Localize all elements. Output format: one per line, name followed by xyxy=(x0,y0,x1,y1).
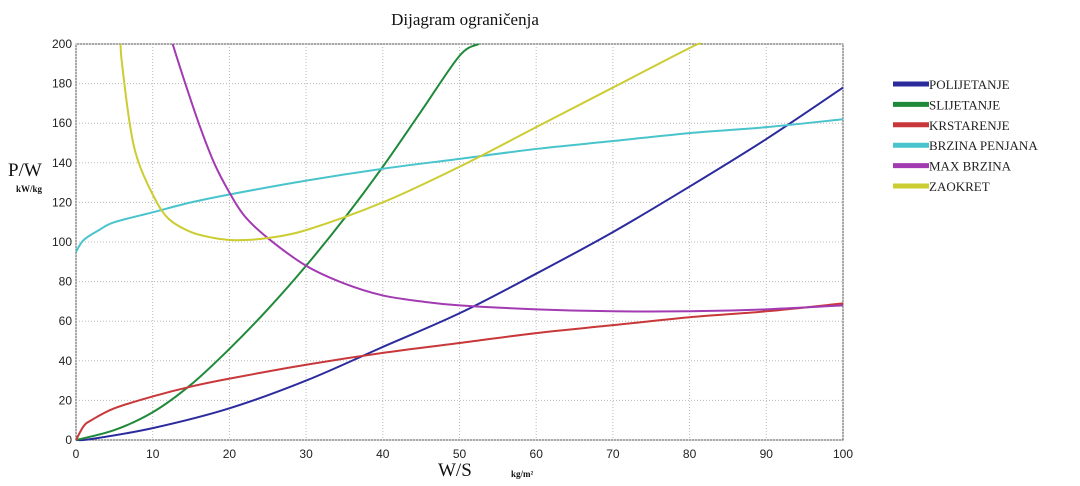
series-line-slijetanje xyxy=(75,43,480,441)
y-tick-label: 120 xyxy=(52,195,72,209)
legend-label: BRZINA PENJANA xyxy=(929,138,1038,153)
y-tick-label: 160 xyxy=(52,116,72,130)
x-tick-label: 90 xyxy=(760,447,774,461)
y-tick-label: 60 xyxy=(59,314,73,328)
chart-title: Dijagram ograničenja xyxy=(391,10,539,29)
x-axis-unit: kg/m² xyxy=(511,469,534,479)
series-line-max-brzina xyxy=(171,43,844,313)
legend-label: ZAOKRET xyxy=(929,179,990,194)
y-tick-label: 80 xyxy=(59,275,73,289)
legend: POLIJETANJE SLIJETANJE KRSTARENJE BRZINA PE… xyxy=(893,77,1038,194)
x-tick-label: 0 xyxy=(73,447,80,461)
legend-label: POLIJETANJE xyxy=(929,77,1010,92)
tick-labels: 0 10 20 30 40 50 60 70 80 90 100 0 20 40 60 80 100 120 140… xyxy=(52,37,853,461)
y-tick-label: 140 xyxy=(52,156,72,170)
x-tick-label: 30 xyxy=(299,447,313,461)
x-tick-label: 70 xyxy=(606,447,620,461)
y-axis-label: P/W xyxy=(8,160,42,181)
legend-label: KRSTARENJE xyxy=(929,118,1010,133)
y-tick-label: 200 xyxy=(52,37,72,51)
y-tick-label: 40 xyxy=(59,354,73,368)
y-tick-label: 20 xyxy=(59,393,73,407)
x-tick-label: 100 xyxy=(833,447,853,461)
x-tick-label: 60 xyxy=(530,447,544,461)
series-line-brzina-penjana xyxy=(75,118,844,253)
y-tick-label: 0 xyxy=(65,433,72,447)
y-axis-unit: kW/kg xyxy=(16,184,43,194)
y-tick-label: 100 xyxy=(52,235,72,249)
series-line-zaokret xyxy=(119,42,702,242)
legend-label: MAX BRZINA xyxy=(929,159,1012,174)
x-tick-label: 80 xyxy=(683,447,697,461)
series-lines xyxy=(75,42,844,442)
x-tick-label: 50 xyxy=(453,447,467,461)
grid-lines xyxy=(75,43,844,441)
x-axis-label: W/S xyxy=(438,460,472,481)
y-tick-label: 180 xyxy=(52,77,72,91)
x-tick-label: 10 xyxy=(146,447,160,461)
x-tick-label: 40 xyxy=(376,447,390,461)
series-line-krstarenje xyxy=(75,302,844,441)
series-line-polijetanje xyxy=(75,86,844,442)
x-tick-label: 20 xyxy=(223,447,237,461)
legend-label: SLIJETANJE xyxy=(929,97,1000,112)
